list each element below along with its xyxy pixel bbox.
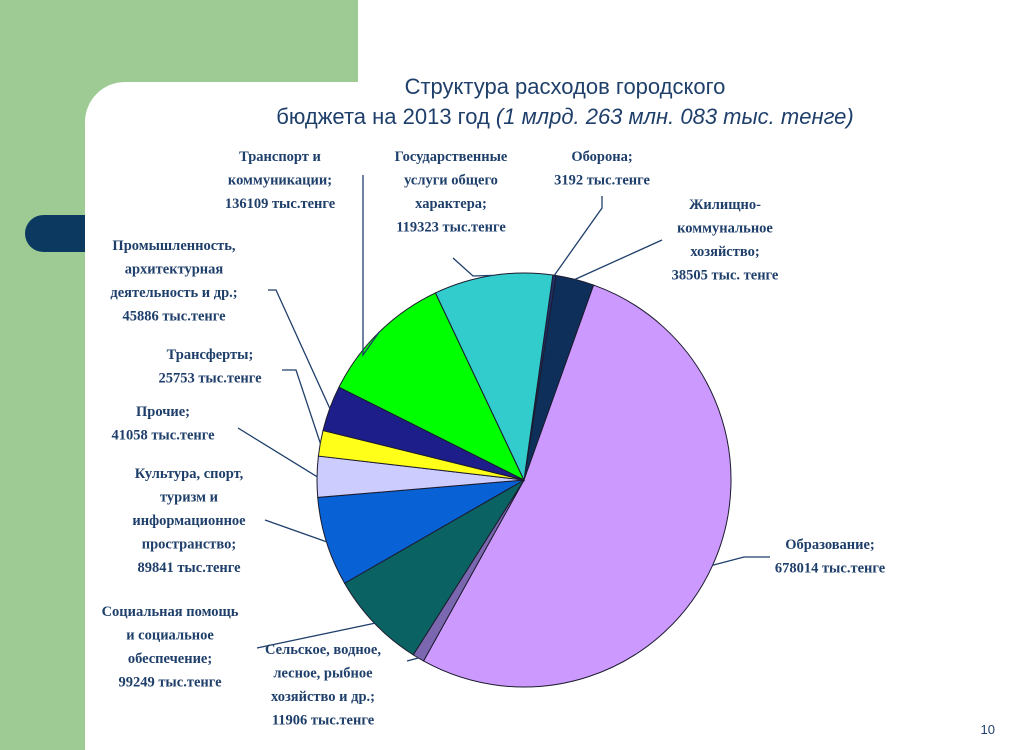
slice-label-line: информационное: [132, 513, 246, 529]
slice-label-zhkh: Жилищно-коммунальное хозяйство; 38505 тыс.…: [672, 197, 779, 284]
slice-label-line: 38505 тыс. тенге: [672, 268, 779, 284]
slice-label-line: характера;: [415, 196, 487, 212]
leader-line-kultura: [264, 519, 327, 543]
slice-label-transport: Транспорт и коммуникации; 136109 тыс.тенге: [225, 149, 336, 212]
leader-line-zhkh: [574, 239, 663, 280]
slice-label-kultura: Культура, спорт, туризм и информационное пр…: [132, 466, 246, 576]
slice-label-line: коммунальное: [677, 221, 773, 237]
slice-label-line: хозяйство;: [690, 244, 759, 260]
slice-label-line: Сельское, водное,: [265, 642, 381, 658]
leader-line-transferty: [282, 369, 321, 444]
pie-slices: [316, 272, 732, 688]
slice-label-oborona: Оборона; 3192 тыс.тенге: [554, 149, 650, 189]
slice-label-line: Транспорт и: [239, 149, 321, 165]
page-number: 10: [980, 722, 995, 737]
slice-label-line: 119323 тыс.тенге: [396, 220, 506, 236]
slice-label-line: 89841 тыс.тенге: [137, 560, 241, 576]
title-line-2-main: бюджета на 2013 год: [276, 104, 496, 129]
slice-label-line: хозяйство и др.;: [271, 689, 375, 705]
leader-line-transport: [362, 175, 380, 358]
slice-label-selskoe: Сельское, водное, лесное, рыбное хозяйство…: [265, 642, 381, 729]
slice-label-line: деятельность и др.;: [110, 285, 237, 301]
slice-label-line: Социальная помощь: [102, 604, 239, 620]
slice-label-line: Жилищно-: [689, 197, 761, 213]
slice-label-line: 678014 тыс.тенге: [775, 561, 886, 577]
slice-label-line: лесное, рыбное: [273, 666, 373, 682]
slice-label-transferty: Трансферты; 25753 тыс.тенге: [158, 347, 262, 387]
pie-slice-gos_uslugi: [434, 272, 554, 482]
slice-label-line: туризм и: [160, 490, 218, 506]
title-line-2: бюджета на 2013 год (1 млрд. 263 млн. 08…: [130, 102, 1000, 132]
slice-label-gos_uslugi: Государственные услуги общего характера; 11…: [395, 149, 508, 236]
slice-label-line: обеспечение;: [128, 651, 212, 667]
slice-label-line: Прочие;: [136, 404, 190, 420]
slice-label-line: коммуникации;: [228, 173, 332, 189]
slice-label-line: услуги общего: [404, 173, 498, 189]
leader-line-gos_uslugi: [452, 257, 493, 277]
slice-label-line: 136109 тыс.тенге: [225, 196, 336, 212]
slice-label-line: 25753 тыс.тенге: [158, 371, 262, 387]
slice-label-line: Образование;: [785, 537, 875, 553]
slice-label-promyshlennost: Промышленность, архитектурная деятельность…: [110, 238, 237, 325]
slice-label-line: Оборона;: [571, 149, 632, 165]
slice-label-line: и социальное: [126, 628, 214, 644]
title-line-1: Структура расходов городского: [404, 74, 726, 99]
slice-label-line: 41058 тыс.тенге: [111, 428, 215, 444]
pie-slice-socialnaya: [343, 479, 525, 656]
slice-label-line: Государственные: [395, 149, 508, 165]
leader-line-selskoe: [406, 657, 419, 662]
slice-label-line: архитектурная: [125, 262, 224, 278]
leader-lines: [237, 175, 770, 662]
chart-title: Структура расходов городского бюджета на…: [130, 72, 1000, 132]
slice-label-line: 99249 тыс.тенге: [118, 675, 222, 691]
slice-label-line: пространство;: [142, 537, 236, 553]
leader-line-prochie: [237, 427, 318, 478]
slice-label-line: Промышленность,: [112, 238, 236, 254]
slice-label-socialnaya: Социальная помощь и социальное обеспечение…: [102, 604, 239, 691]
slice-label-line: Культура, спорт,: [135, 466, 244, 482]
slice-label-prochie: Прочие; 41058 тыс.тенге: [111, 404, 215, 444]
leader-line-obrazovanie: [712, 556, 770, 566]
slice-labels: Оборона; 3192 тыс.тенге Жилищно-коммунальн…: [102, 149, 886, 729]
slice-label-line: 11906 тыс.тенге: [272, 713, 375, 729]
slice-label-line: 3192 тыс.тенге: [554, 173, 650, 189]
slice-label-line: Трансферты;: [167, 347, 254, 363]
leader-line-oborona: [553, 196, 603, 276]
leader-line-socialnaya: [256, 622, 375, 649]
leader-line-promyshlennost: [268, 289, 331, 409]
title-line-2-total: (1 млрд. 263 млн. 083 тыс. тенге): [495, 104, 854, 129]
slice-label-line: 45886 тыс.тенге: [122, 309, 226, 325]
slice-label-obrazovanie: Образование; 678014 тыс.тенге: [775, 537, 886, 577]
